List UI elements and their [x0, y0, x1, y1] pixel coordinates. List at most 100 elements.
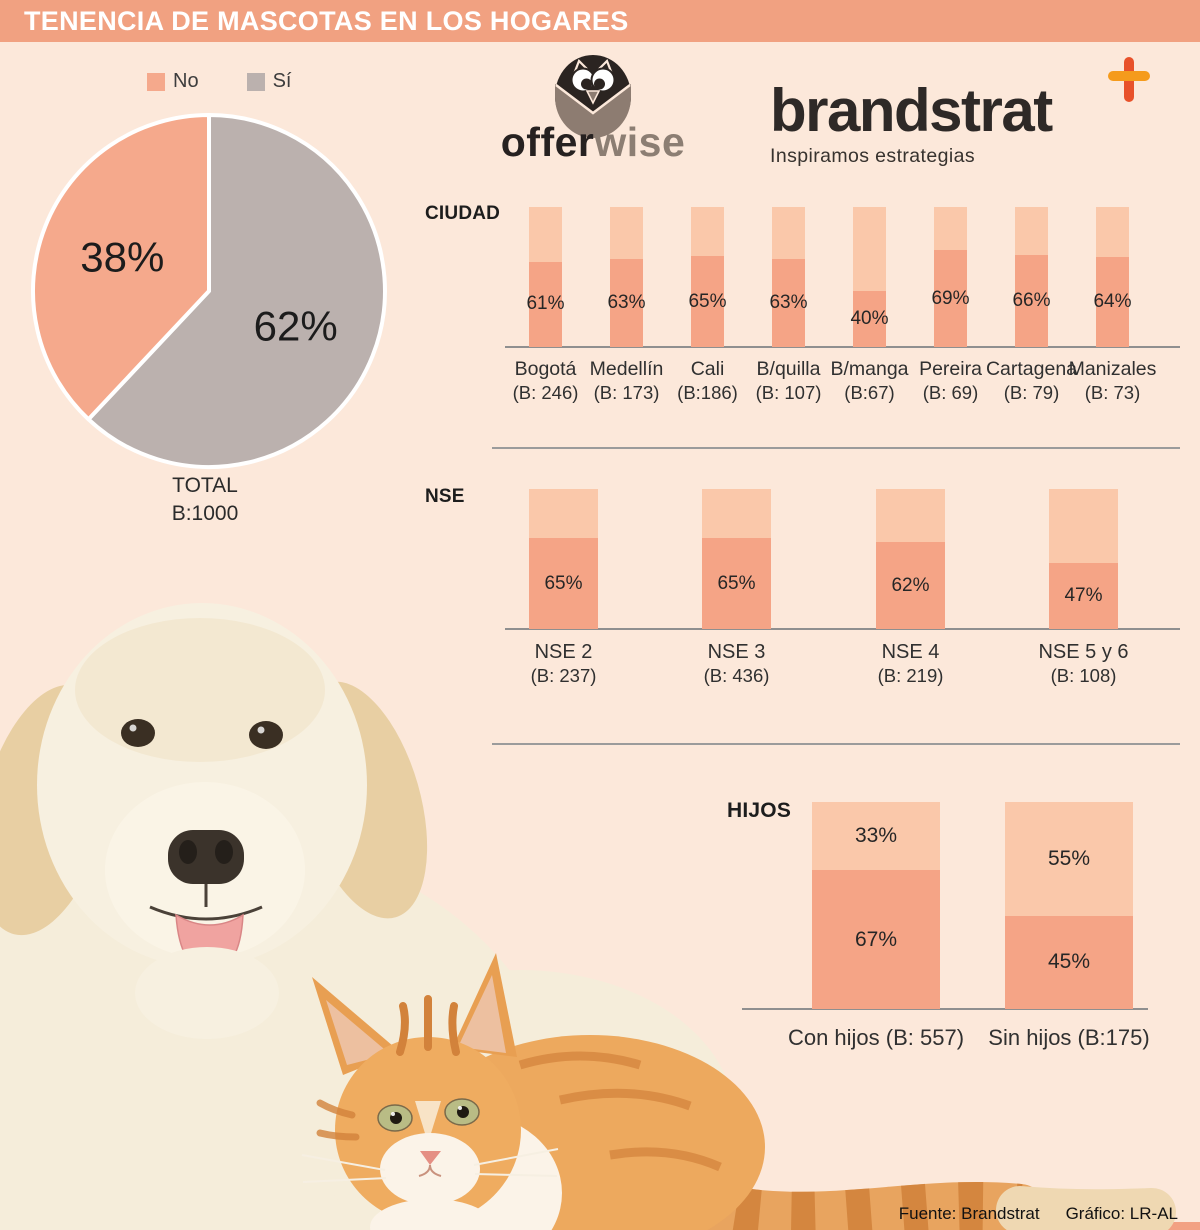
bar-base-label: (B: 436): [703, 665, 770, 686]
bar-segment-no: [934, 207, 967, 251]
bar-segment-no: [772, 207, 805, 259]
brandstrat-tagline: Inspiramos estrategias: [770, 145, 975, 167]
bar-Manizales: 64%: [1093, 207, 1132, 347]
bar-base-label: (B:67): [844, 382, 895, 403]
pie-legend: No Sí: [147, 70, 291, 93]
bar-percent-label: 69%: [931, 287, 970, 309]
bar-percent-label: 64%: [1093, 291, 1132, 313]
offerwise-owl-icon: [555, 55, 631, 138]
dog-and-cat-illustration: [0, 603, 1176, 1230]
pie-total-base: B:1000: [171, 502, 239, 525]
footer: Fuente: Brandstrat Gráfico: LR-AL: [899, 1204, 1178, 1224]
legend-item-si: Sí: [246, 70, 291, 93]
pie-slice-no: [31, 113, 211, 422]
legend-item-no: No: [147, 70, 199, 93]
bar-B/manga: 40%: [850, 207, 889, 347]
bar-caption: Medellín (B: 173): [572, 357, 682, 404]
bar-category-label: Cartagena: [985, 358, 1078, 380]
bar-segment-no: [702, 489, 771, 538]
offerwise-wordmark-offer: offer: [500, 119, 595, 165]
pie-total-caption: TOTAL B:1000: [95, 472, 315, 528]
bar-category-label: Bogotá: [514, 358, 577, 380]
bar-caption: NSE 2 (B: 237): [479, 640, 649, 687]
bar-Sin hijos (B:175): 55% 45%: [1005, 802, 1133, 1009]
title-bar: TENENCIA DE MASCOTAS EN LOS HOGARES: [0, 0, 1200, 42]
bar-percent-label: 65%: [717, 572, 756, 594]
bar-caption: NSE 3 (B: 436): [652, 640, 822, 687]
bar-percent-label: 65%: [544, 572, 583, 594]
cat-illustration: [301, 953, 1176, 1230]
bar-Cartagena: 66%: [1012, 207, 1051, 347]
bar-base-label: (B: 219): [877, 665, 944, 686]
bar-category-label: Pereira: [919, 358, 982, 380]
bar-percent-label: 47%: [1064, 585, 1103, 607]
bar-segment-no: [691, 207, 724, 256]
bar-segment-no: [853, 207, 886, 291]
section-label-ciudad: CIUDAD: [425, 203, 501, 224]
bar-NSE 4: 62%: [876, 489, 945, 629]
bar-category-label: NSE 2: [534, 641, 593, 663]
bar-Con hijos (B: 557): 33% 67%: [812, 802, 940, 1009]
bar-caption: NSE 5 y 6 (B: 108): [999, 640, 1169, 687]
bar-segment-si: 40%: [850, 291, 889, 347]
brandstrat-plus-icon: [1108, 57, 1150, 102]
legend-swatch-no: [147, 72, 165, 91]
bar-category-label: Con hijos (B: 557): [787, 1025, 965, 1050]
bar-NSE 3: 65%: [702, 489, 771, 629]
bar-caption: Cartagena (B: 79): [977, 357, 1087, 404]
bar-percent-label: 62%: [891, 574, 930, 596]
bar-percent-label: 61%: [526, 293, 565, 315]
bar-category-label: NSE 4: [881, 641, 940, 663]
bar-base-label: (B:186): [677, 382, 738, 403]
bar-caption: Bogotá (B: 246): [491, 357, 601, 404]
bar-segment-no: [1049, 489, 1118, 564]
bar-segment-no: [1015, 207, 1048, 255]
bar-base-label: (B: 107): [755, 382, 822, 403]
pie-slice-sí: [86, 113, 387, 469]
bar-percent-label: 45%: [1047, 950, 1091, 974]
bar-segment-si: 47%: [1049, 563, 1118, 629]
brandstrat-wordmark: brandstrat: [770, 77, 1053, 144]
bar-base-label: (B: 108): [1050, 665, 1117, 686]
bar-caption: Pereira (B: 69): [896, 357, 1006, 404]
bar-percent-label: 65%: [688, 290, 727, 312]
bar-segment-si: 63%: [607, 258, 646, 347]
bar-segment-no: [529, 489, 598, 538]
pie-value-label: 38%: [80, 234, 164, 281]
legend-swatch-si: [246, 72, 265, 91]
page-title: TENENCIA DE MASCOTAS EN LOS HOGARES: [24, 6, 629, 36]
bar-Bogotá: 61%: [526, 207, 565, 347]
bar-caption: NSE 4 (B: 219): [826, 640, 996, 687]
bar-category-label: Medellín: [589, 358, 664, 380]
bar-base-label: (B: 69): [922, 382, 979, 403]
legend-label-no: No: [173, 70, 199, 92]
bar-caption: B/quilla (B: 107): [734, 357, 844, 404]
hijos-axis-line: [742, 1008, 1148, 1010]
bar-Medellín: 63%: [607, 207, 646, 347]
bar-segment-no: [529, 207, 562, 262]
bar-category-label: Sin hijos (B:175): [988, 1025, 1150, 1050]
bar-category-label: Cali: [690, 358, 725, 380]
bar-base-label: (B: 246): [512, 382, 579, 403]
bar-caption: Con hijos (B: 557): [756, 1026, 996, 1050]
bar-segment-si: 62%: [876, 542, 945, 629]
bar-percent-label: 66%: [1012, 289, 1051, 311]
bar-percent-label: 67%: [854, 927, 898, 951]
bar-base-label: (B: 173): [593, 382, 660, 403]
section-label-nse: NSE: [425, 486, 465, 507]
bar-percent-label: 63%: [607, 291, 646, 313]
offerwise-wordmark-wise: wise: [594, 119, 686, 165]
bar-NSE 5 y 6: 47%: [1049, 489, 1118, 629]
bar-segment-no: 33%: [812, 802, 940, 871]
bar-base-label: (B: 73): [1084, 382, 1141, 403]
bar-percent-label: 40%: [850, 308, 889, 329]
bar-caption: B/manga (B:67): [815, 357, 925, 404]
offerwise-logo: offerwise: [468, 119, 718, 165]
bar-base-label: (B: 237): [530, 665, 597, 686]
bar-category-label: B/manga: [830, 358, 909, 380]
footer-source: Fuente: Brandstrat: [898, 1204, 1040, 1223]
bar-B/quilla: 63%: [769, 207, 808, 347]
bar-segment-si: 65%: [529, 538, 598, 629]
